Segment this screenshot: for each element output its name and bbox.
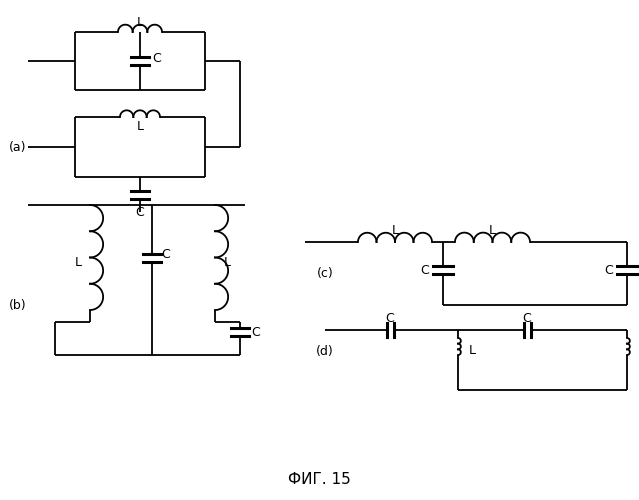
Text: (c): (c) <box>317 268 334 280</box>
Text: C: C <box>523 312 532 324</box>
Text: L: L <box>392 224 399 237</box>
Text: L: L <box>468 344 475 357</box>
Text: C: C <box>420 264 429 276</box>
Text: L: L <box>137 16 144 28</box>
Text: C: C <box>162 248 171 261</box>
Text: L: L <box>75 256 82 269</box>
Text: C: C <box>604 264 613 276</box>
Text: L: L <box>137 120 144 134</box>
Text: C: C <box>252 326 260 338</box>
Text: (a): (a) <box>9 140 27 153</box>
Text: ФИГ. 15: ФИГ. 15 <box>288 472 350 488</box>
Text: C: C <box>385 312 394 324</box>
Text: (b): (b) <box>9 298 27 312</box>
Text: C: C <box>153 52 162 64</box>
Text: (d): (d) <box>316 346 334 358</box>
Text: L: L <box>638 344 639 357</box>
Text: L: L <box>224 256 231 269</box>
Text: C: C <box>135 206 144 218</box>
Text: L: L <box>489 224 496 237</box>
